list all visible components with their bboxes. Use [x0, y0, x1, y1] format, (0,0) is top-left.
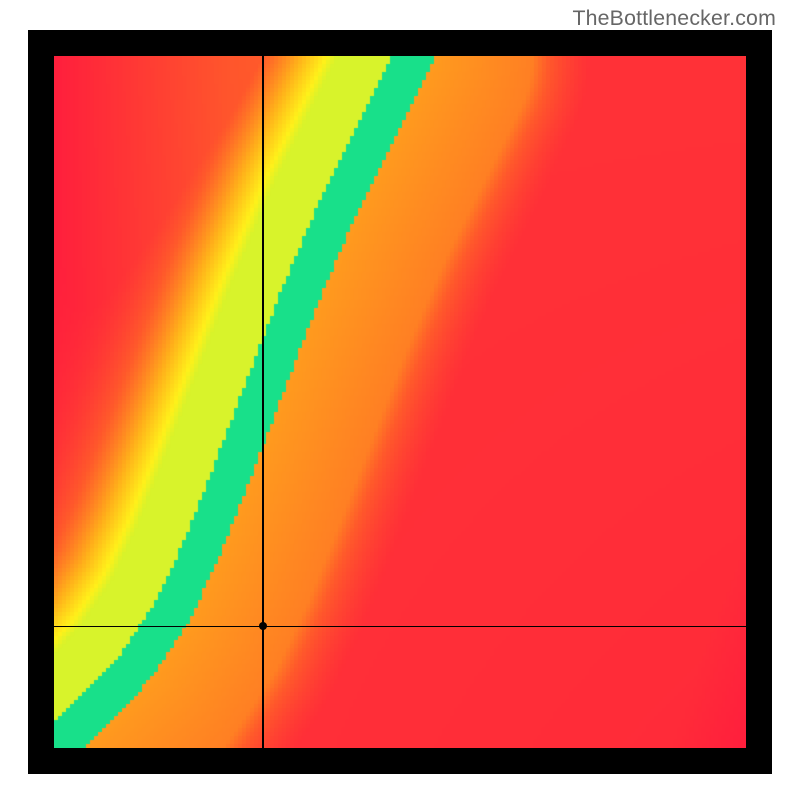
crosshair-horizontal — [54, 626, 746, 627]
crosshair-vertical — [262, 56, 263, 748]
crosshair-point — [259, 622, 267, 630]
plot-area — [54, 56, 746, 748]
watermark-text: TheBottlenecker.com — [572, 6, 776, 31]
heatmap-canvas — [54, 56, 746, 748]
chart-root: TheBottlenecker.com — [0, 0, 800, 800]
